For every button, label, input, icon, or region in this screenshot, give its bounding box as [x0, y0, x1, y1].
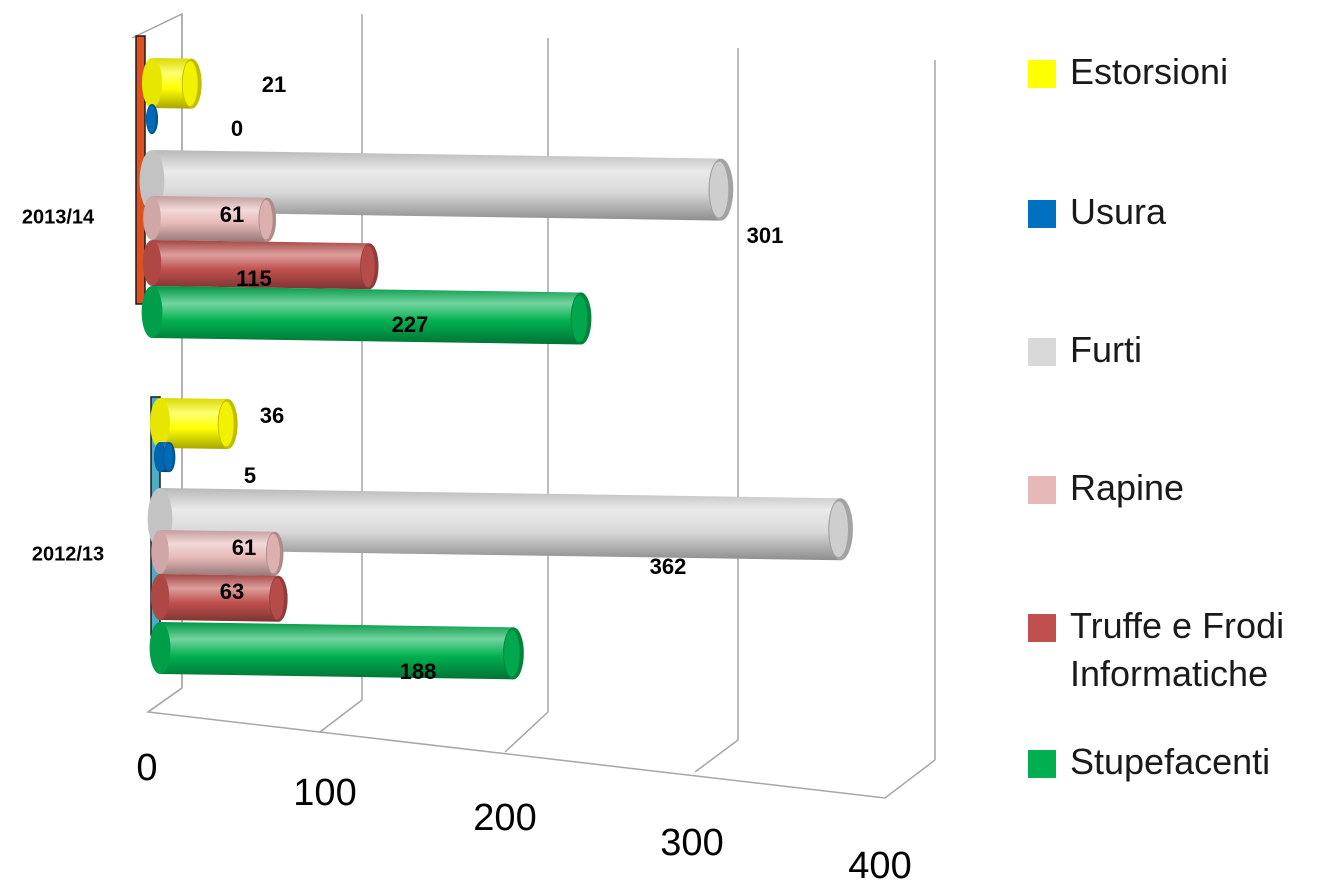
- bar-end-cap-face: [571, 295, 588, 342]
- bar-end-cap-face: [361, 245, 375, 287]
- bar: [143, 196, 277, 242]
- bar-body: [152, 196, 268, 242]
- category-label: 2012/13: [32, 543, 104, 565]
- bar: [151, 530, 284, 576]
- bar-body: [160, 398, 228, 450]
- bar-end-cap-face: [504, 629, 520, 677]
- legend-item: Rapine: [1028, 464, 1184, 512]
- legend-label: Truffe e Frodi Informatiche: [1070, 605, 1285, 694]
- data-label: 188: [400, 659, 437, 684]
- legend-item: Usura: [1028, 188, 1166, 236]
- bar-end-cap-face: [146, 105, 156, 133]
- legend-item: Stupefacenti: [1028, 738, 1270, 786]
- bars: [139, 58, 853, 680]
- bar-start-cap: [150, 574, 170, 620]
- bar-body: [160, 622, 514, 680]
- legend-item: Furti: [1028, 326, 1142, 374]
- legend-item: Truffe e Frodi Informatiche: [1028, 602, 1284, 698]
- bar-end-cap-face: [829, 501, 848, 558]
- category-labels: 2012/13 2013/14: [22, 206, 104, 565]
- chart-svg: 36 5 362 61 63 188 21 0 301 61 115 227 0 100 200 300 40…: [22, 12, 936, 883]
- legend-swatch: [1028, 60, 1056, 88]
- x-tick-label: 100: [293, 772, 356, 814]
- bar-end-cap-face: [218, 401, 234, 447]
- bar-end-cap-face: [270, 578, 284, 620]
- data-label: 5: [244, 463, 256, 488]
- bar-end-cap-face: [164, 443, 173, 471]
- chart: 36 5 362 61 63 188 21 0 301 61 115 227 0 100 200 300 40…: [22, 12, 936, 883]
- bar: [150, 398, 238, 450]
- legend-swatch: [1028, 338, 1056, 366]
- data-label: 0: [231, 116, 243, 141]
- data-label: 36: [260, 403, 284, 428]
- bar-start-cap: [142, 240, 162, 286]
- bar-body: [160, 488, 841, 561]
- bar-body: [152, 286, 582, 345]
- legend-item: Estorsioni: [1028, 48, 1228, 96]
- bar: [139, 150, 734, 221]
- x-tick-label: 300: [660, 822, 723, 864]
- bar-end-cap-face: [182, 61, 198, 107]
- data-label: 362: [650, 554, 687, 579]
- category-label: 2013/14: [22, 206, 95, 228]
- bar-start-cap: [143, 196, 161, 240]
- data-labels: 36 5 362 61 63 188 21 0 301 61 115 227: [220, 72, 784, 684]
- bar-start-cap: [142, 58, 162, 108]
- bar: [142, 240, 379, 290]
- x-tick-label: 0: [136, 747, 157, 789]
- bar-start-cap: [150, 398, 170, 448]
- bar: [142, 58, 202, 109]
- data-label: 63: [220, 579, 244, 604]
- bar: [141, 286, 592, 345]
- bar-body: [160, 530, 275, 576]
- bar-body: [160, 574, 279, 622]
- x-axis-ticks: 0 100 200 300 400: [136, 747, 911, 883]
- legend-label: Stupefacenti: [1070, 741, 1271, 782]
- legend-swatch: [1028, 200, 1056, 228]
- data-label: 115: [236, 266, 272, 291]
- data-label: 61: [232, 535, 256, 560]
- bar: [147, 488, 853, 561]
- bar-body: [152, 58, 192, 109]
- bar: [150, 574, 288, 622]
- grid-floor: [145, 687, 936, 799]
- grid-line: [504, 711, 549, 753]
- legend-label: Rapine: [1070, 467, 1185, 508]
- bar-end-cap-face: [266, 533, 280, 574]
- legend-swatch: [1028, 750, 1056, 778]
- bar-body: [152, 150, 721, 221]
- data-label: 227: [392, 312, 429, 337]
- bar: [154, 442, 176, 473]
- x-tick-label: 400: [848, 845, 911, 883]
- bar-start-cap: [141, 286, 163, 338]
- bar: [146, 104, 158, 134]
- bar-start-cap: [151, 530, 169, 574]
- legend-swatch: [1028, 476, 1056, 504]
- data-label: 61: [220, 202, 244, 227]
- bar-body: [152, 240, 370, 290]
- data-label: 301: [747, 223, 784, 248]
- x-tick-label: 200: [473, 797, 536, 839]
- grid-line: [694, 739, 739, 773]
- bar-start-cap: [149, 622, 171, 674]
- legend-label: Furti: [1070, 329, 1142, 370]
- grid: [131, 12, 936, 799]
- bar: [149, 622, 524, 680]
- legend-swatch: [1028, 614, 1056, 642]
- legend-label: Estorsioni: [1070, 51, 1229, 92]
- legend-label: Usura: [1070, 191, 1167, 232]
- bar-end-cap-face: [709, 161, 729, 218]
- bar-start-cap: [154, 442, 166, 472]
- data-label: 21: [262, 72, 286, 97]
- grid-line: [319, 699, 363, 733]
- bar-end-cap-face: [259, 199, 273, 240]
